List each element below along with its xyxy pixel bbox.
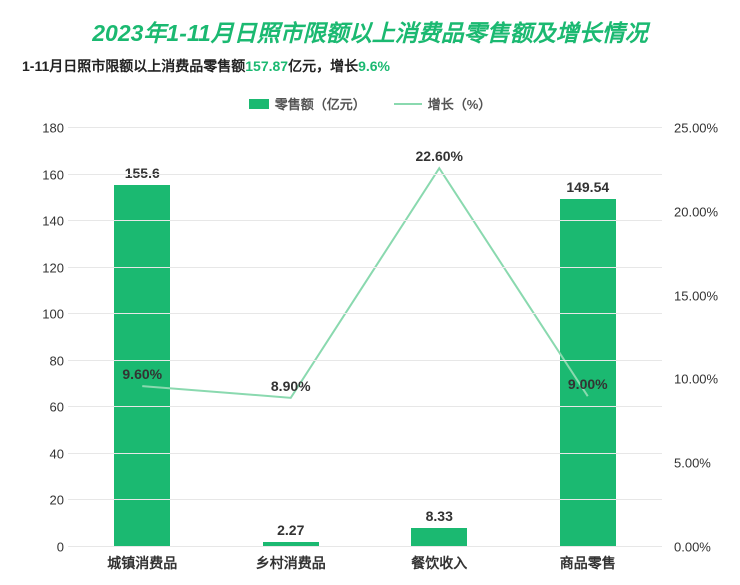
x-tick-label: 餐饮收入 <box>411 553 467 573</box>
subtitle-mid: 亿元，增长 <box>288 58 358 74</box>
y-left-tick: 0 <box>4 540 64 555</box>
y-right-tick: 20.00% <box>674 204 734 219</box>
legend-bar-label: 零售额（亿元） <box>275 94 366 113</box>
legend-bar-item: 零售额（亿元） <box>249 94 366 113</box>
line-value-label: 22.60% <box>416 148 463 164</box>
chart-area: 155.62.278.33149.54 9.60%8.90%22.60%9.00… <box>68 128 662 547</box>
y-right-tick: 25.00% <box>674 121 734 136</box>
legend-line-swatch <box>394 103 422 105</box>
subtitle: 1-11月日照市限额以上消费品零售额157.87亿元，增长9.6% <box>0 48 740 76</box>
y-right-tick: 10.00% <box>674 372 734 387</box>
line-value-label: 8.90% <box>271 378 311 394</box>
line-value-label: 9.60% <box>122 366 162 382</box>
legend-line-item: 增长（%） <box>394 94 492 113</box>
y-right-tick: 0.00% <box>674 540 734 555</box>
x-axis: 城镇消费品 乡村消费品 餐饮收入 商品零售 <box>68 553 662 577</box>
line-value-label: 9.00% <box>568 376 608 392</box>
y-left-tick: 120 <box>4 260 64 275</box>
y-left-tick: 140 <box>4 214 64 229</box>
subtitle-growth: 9.6% <box>358 58 390 74</box>
y-right-tick: 15.00% <box>674 288 734 303</box>
y-axis-left: 020406080100120140160180 <box>4 128 64 547</box>
y-left-tick: 60 <box>4 400 64 415</box>
y-left-tick: 40 <box>4 446 64 461</box>
subtitle-value: 157.87 <box>245 58 288 74</box>
y-right-tick: 5.00% <box>674 456 734 471</box>
x-tick-label: 商品零售 <box>560 553 616 573</box>
y-axis-right: 0.00%5.00%10.00%15.00%20.00%25.00% <box>674 128 734 547</box>
legend: 零售额（亿元） 增长（%） <box>0 94 740 113</box>
y-left-tick: 180 <box>4 121 64 136</box>
y-left-tick: 80 <box>4 353 64 368</box>
y-left-tick: 20 <box>4 493 64 508</box>
x-tick-label: 城镇消费品 <box>107 553 177 573</box>
x-tick-label: 乡村消费品 <box>256 553 326 573</box>
legend-bar-swatch <box>249 99 269 109</box>
legend-line-label: 增长（%） <box>428 94 492 113</box>
line-layer <box>68 128 662 547</box>
page-title: 2023年1-11月日照市限额以上消费品零售额及增长情况 <box>0 0 740 48</box>
y-left-tick: 160 <box>4 167 64 182</box>
subtitle-prefix: 1-11月日照市限额以上消费品零售额 <box>22 58 245 74</box>
y-left-tick: 100 <box>4 307 64 322</box>
